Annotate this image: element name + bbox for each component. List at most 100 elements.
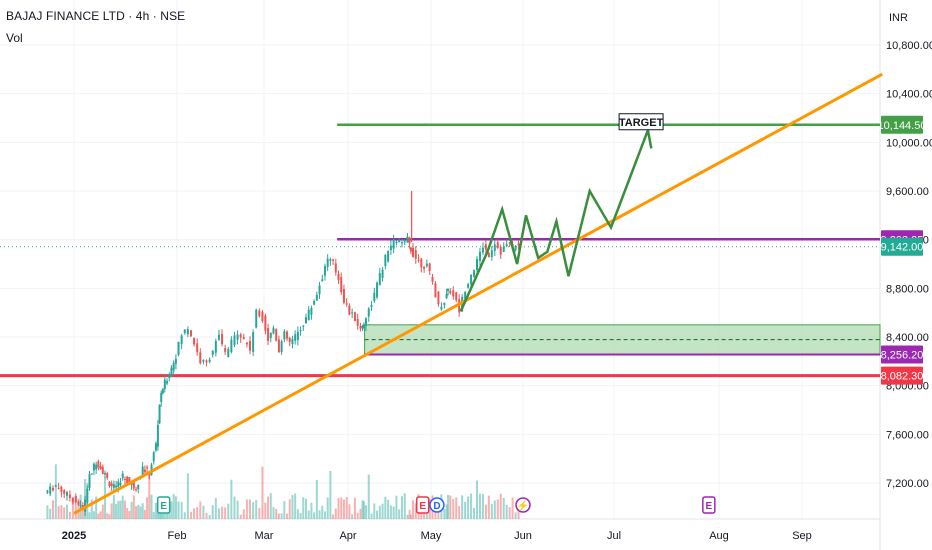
- candle-body: [211, 350, 214, 355]
- candle-body: [420, 258, 423, 268]
- candle-body: [508, 242, 511, 244]
- volume-bar: [484, 504, 487, 519]
- volume-bar: [294, 493, 297, 519]
- candle-body: [315, 294, 318, 301]
- volume-bar: [376, 510, 379, 519]
- candle-body: [126, 476, 129, 483]
- volume-bar: [115, 504, 118, 519]
- candle-body: [332, 259, 335, 261]
- volume-bar: [68, 512, 71, 519]
- volume-bar: [154, 502, 157, 519]
- volume-bar: [97, 513, 100, 519]
- candle-body: [275, 329, 278, 341]
- volume-bar: [334, 508, 337, 519]
- candle-body: [189, 330, 192, 337]
- candle-body: [108, 481, 111, 487]
- volume-bar: [258, 508, 261, 519]
- volume-bar: [117, 501, 120, 519]
- volume-bar: [326, 497, 329, 519]
- price-label: 8,256.20: [881, 345, 923, 364]
- candle-body: [345, 303, 348, 305]
- volume-bar: [267, 496, 270, 519]
- event-marker: D: [429, 497, 445, 513]
- candle-body: [334, 263, 337, 273]
- price-label-text: 10,144.50: [878, 120, 927, 132]
- y-tick-label: 8,400.00: [886, 332, 929, 344]
- candle-body: [464, 291, 467, 300]
- candle-body: [348, 305, 351, 315]
- candle-body: [166, 380, 169, 384]
- volume-bar: [408, 509, 411, 519]
- candle-body: [230, 339, 233, 353]
- candle-body: [384, 254, 387, 266]
- event-box: [156, 496, 171, 514]
- event-box: [702, 496, 716, 514]
- candle-body: [406, 236, 409, 243]
- volume-bar: [378, 505, 381, 519]
- candle-body: [398, 240, 401, 243]
- candle-body: [249, 341, 252, 351]
- volume-bar: [392, 506, 395, 519]
- candle-body: [481, 247, 484, 253]
- volume-bar: [202, 505, 205, 519]
- volume-bar: [455, 497, 458, 519]
- candle-body: [154, 443, 157, 451]
- price-label-text: 9,142.00: [881, 242, 924, 254]
- x-tick-label: Sep: [792, 530, 812, 542]
- volume-bar: [199, 501, 202, 519]
- candle-body: [288, 337, 291, 342]
- candle-body: [227, 348, 230, 358]
- volume-bar: [351, 514, 354, 519]
- volume-bar: [345, 496, 348, 519]
- candle-body: [77, 501, 80, 505]
- candle-body: [310, 307, 313, 315]
- candle-body: [351, 312, 354, 314]
- volume-bar: [255, 500, 258, 519]
- volume-bar: [66, 504, 68, 519]
- volume-bar: [508, 507, 511, 519]
- event-marker: E: [415, 496, 430, 514]
- event-marker: E: [156, 496, 171, 514]
- event-text: D: [433, 501, 440, 512]
- candle-body: [458, 299, 461, 313]
- volume-bar: [95, 496, 98, 519]
- candle-body: [130, 482, 133, 485]
- candle-body: [400, 242, 403, 244]
- candle-body: [54, 485, 57, 487]
- y-tick-label: 10,800.00: [886, 40, 932, 52]
- volume-bar: [90, 499, 93, 519]
- volume-bar: [458, 506, 461, 519]
- volume-bar: [445, 504, 448, 519]
- candle-body: [79, 504, 82, 506]
- candle-body: [46, 490, 49, 493]
- candle-body: [431, 276, 434, 282]
- candle-body: [141, 466, 144, 478]
- candle-body: [381, 269, 384, 278]
- volume-bar: [470, 493, 473, 519]
- candle-body: [452, 290, 455, 297]
- volume-bar: [342, 499, 345, 519]
- volume-bar: [130, 501, 133, 519]
- candle-body: [269, 332, 272, 339]
- volume-bar: [139, 506, 142, 519]
- candle-body: [205, 360, 208, 363]
- volume-bar: [135, 506, 138, 519]
- candle-body: [291, 338, 294, 345]
- candle-body: [186, 329, 189, 335]
- volume-bar: [367, 474, 370, 519]
- candle-body: [160, 392, 163, 403]
- candle-body: [478, 251, 481, 261]
- candle-body: [156, 424, 159, 447]
- candle-body: [224, 347, 227, 352]
- candle-body: [239, 334, 242, 338]
- x-tick-label: Jul: [607, 530, 621, 542]
- candle-body: [255, 309, 258, 328]
- candle-body: [152, 452, 155, 462]
- target-box: [618, 113, 664, 131]
- candle-body: [110, 483, 113, 486]
- candle-body: [449, 290, 452, 294]
- candle-body: [364, 318, 367, 326]
- volume-bars: [46, 464, 520, 519]
